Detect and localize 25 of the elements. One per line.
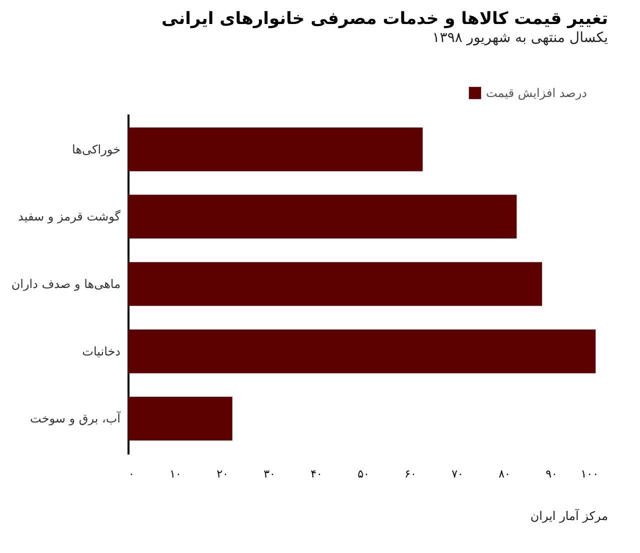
x-tick-label: ۹۰ [546,468,558,480]
x-tick-label: ۴۰ [310,468,322,480]
y-tick-label: خوراکی‌ها [72,142,120,156]
chart-title: تغییر قیمت کالاها و خدمات مصرفی خانوارهای ایرانی [162,9,608,29]
x-tick-label: ۶۰ [404,468,416,480]
legend-label: درصد افزایش قیمت [486,86,587,100]
y-tick-label: دخانیات [82,344,120,358]
text: مرکز آمار ایران [530,508,608,523]
x-tick-label: ۱۰۰ [580,468,598,480]
x-tick-label: ۲۰ [216,468,228,480]
bar [128,262,542,306]
bar [128,396,232,441]
y-tick-label: ماهی‌ها و صدف داران [11,277,120,291]
x-tick-label: ۱۰ [170,468,182,480]
x-tick-label: ۸۰ [498,468,510,480]
x-tick-label: ۰ [128,468,134,480]
bar [128,127,423,172]
x-tick-label: ۳۰ [264,468,276,480]
y-tick-label: آب، برق و سوخت [30,410,122,426]
chart-subtitle: یکسال منتهی به شهریور ۱۳۹۸ [432,30,608,46]
y-tick-label: گوشت قرمز و سفید [18,210,121,224]
bar [128,329,596,374]
x-tick-label: ۵۰ [358,468,370,480]
bar [128,194,517,239]
x-tick-label: ۷۰ [452,468,464,480]
